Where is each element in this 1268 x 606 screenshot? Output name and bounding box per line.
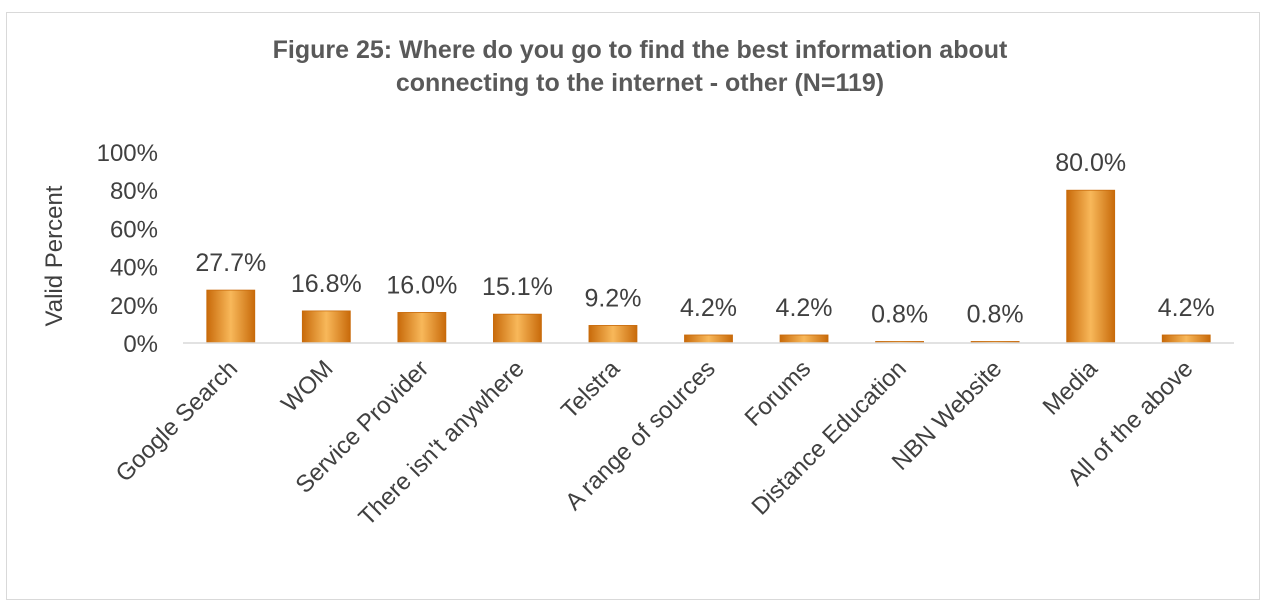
data-label: 4.2% xyxy=(680,294,737,322)
bar xyxy=(493,313,542,344)
data-label: 4.2% xyxy=(1158,294,1215,322)
y-axis-label: Valid Percent xyxy=(41,185,68,326)
y-tick-label: 60% xyxy=(110,216,158,243)
data-labels: 27.7% 16.8% 16.0% 15.1% 9.2% 4.2% 4.2% 0.8% 0.8%… xyxy=(195,149,1214,328)
y-axis-ticks: 0% 20% 40% 60% 80% 100% xyxy=(97,140,158,358)
bar xyxy=(397,312,447,344)
data-label: 9.2% xyxy=(584,284,641,312)
data-label: 0.8% xyxy=(871,300,928,328)
bar xyxy=(588,325,638,344)
data-label: 16.8% xyxy=(291,270,362,298)
category-label: WOM xyxy=(276,355,338,417)
data-label: 16.0% xyxy=(386,271,457,299)
bar xyxy=(684,334,733,344)
bar xyxy=(1066,189,1116,344)
y-tick-label: 40% xyxy=(110,255,158,282)
data-label: 0.8% xyxy=(967,300,1024,328)
y-tick-label: 80% xyxy=(110,178,158,205)
y-tick-label: 20% xyxy=(110,293,158,320)
bar xyxy=(1161,334,1211,344)
data-label: 4.2% xyxy=(776,294,833,322)
bar xyxy=(206,289,256,344)
category-label: Telstra xyxy=(556,355,626,425)
data-label: 80.0% xyxy=(1055,149,1126,177)
bars xyxy=(206,189,1211,344)
y-tick-label: 100% xyxy=(97,140,158,167)
y-tick-label: 0% xyxy=(123,331,158,358)
category-label: There isn't anywhere xyxy=(354,355,530,531)
data-label: 27.7% xyxy=(195,249,266,277)
category-label: Forums xyxy=(740,355,817,432)
category-label: Google Search xyxy=(111,355,243,487)
category-label: Media xyxy=(1038,355,1104,421)
chart-title-line-1: Figure 25: Where do you go to find the b… xyxy=(273,36,1008,64)
bar xyxy=(779,334,829,344)
chart-title-line-2: connecting to the internet - other (N=11… xyxy=(396,69,884,97)
data-label: 15.1% xyxy=(482,273,553,301)
bar xyxy=(301,310,351,344)
